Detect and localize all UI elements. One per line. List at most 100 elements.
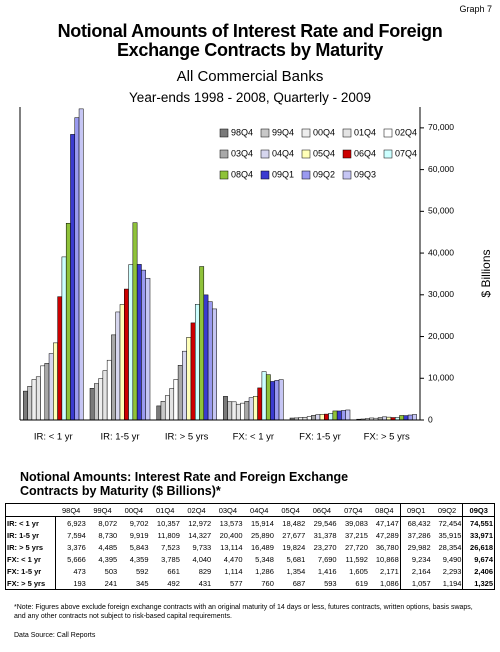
table-row: IR: < 1 yr 6,923 8,072 9,702 10,357 12,972 13,… bbox=[5, 516, 495, 529]
table-column-header: 09Q1 bbox=[399, 503, 432, 517]
table-cell: 47,289 bbox=[375, 530, 399, 540]
table-cell: 1,605 bbox=[349, 566, 368, 576]
bar bbox=[336, 410, 342, 421]
table-cell: 27,677 bbox=[282, 530, 306, 540]
bar bbox=[136, 264, 142, 421]
legend-label: 99Q4 bbox=[272, 127, 294, 137]
table-column-header: 04Q4 bbox=[243, 503, 275, 517]
table-row-label: IR: > 5 yrs bbox=[5, 541, 56, 553]
table-cell: 9,919 bbox=[129, 530, 149, 540]
table-cell: 2,293 bbox=[442, 566, 462, 576]
table-row-label: IR: 1-5 yr bbox=[5, 529, 56, 541]
table-cell: 33,971 bbox=[462, 529, 495, 541]
table-cell: 37,286 bbox=[399, 529, 432, 541]
table-cell: 1,057 bbox=[399, 577, 432, 590]
bar bbox=[235, 403, 241, 421]
table-cell: 687 bbox=[292, 578, 306, 588]
table-column-header: 09Q2 bbox=[431, 503, 463, 517]
bar bbox=[306, 416, 312, 421]
bar bbox=[203, 294, 209, 421]
bar bbox=[132, 222, 138, 421]
table-row: FX: 1-5 yr 473 503 592 661 829 1,114 1,286 1,354… bbox=[5, 565, 495, 577]
table-cell: 1,086 bbox=[380, 578, 399, 588]
table-cell: 7,594 bbox=[67, 530, 86, 540]
table-cell: 4,359 bbox=[129, 554, 149, 564]
bar bbox=[182, 350, 187, 421]
bar bbox=[35, 376, 41, 421]
y-tick-label: 60,000 bbox=[428, 164, 454, 174]
table-cell: 3,376 bbox=[67, 542, 86, 552]
x-tick-label: IR: < 1 yr bbox=[34, 432, 73, 443]
title: Notional Amounts of Interest Rate and Fo… bbox=[57, 21, 443, 60]
table-cell: 68,432 bbox=[399, 516, 432, 529]
bar bbox=[128, 264, 134, 421]
subtitle: All Commercial Banks bbox=[176, 68, 324, 85]
table-cell: 13,114 bbox=[220, 542, 243, 552]
bar bbox=[164, 395, 170, 421]
bar bbox=[261, 371, 267, 421]
bar bbox=[173, 379, 179, 421]
table-cell: 577 bbox=[230, 578, 243, 588]
bar bbox=[244, 401, 250, 421]
table-cell: 9,490 bbox=[442, 554, 462, 564]
bar bbox=[190, 322, 196, 421]
bar bbox=[27, 386, 33, 421]
table-cell: 503 bbox=[104, 566, 118, 576]
table-column-header: 05Q4 bbox=[274, 503, 307, 517]
table-cell: 241 bbox=[104, 578, 118, 588]
legend-swatch bbox=[383, 128, 393, 138]
table-corner bbox=[5, 503, 56, 517]
table-column-header: 99Q4 bbox=[86, 503, 119, 517]
table-cell: 5,681 bbox=[286, 554, 306, 564]
table-cell: 2,406 bbox=[462, 565, 495, 577]
table-cell: 193 bbox=[73, 578, 86, 588]
table-cell: 18,482 bbox=[282, 518, 306, 528]
table-cell: 19,824 bbox=[282, 542, 306, 552]
y-tick-label: 40,000 bbox=[428, 247, 454, 257]
bar bbox=[78, 108, 84, 421]
table-cell: 23,270 bbox=[313, 542, 337, 552]
table-header-row: 98Q4 99Q4 00Q4 01Q4 02Q4 03Q4 04Q4 05Q4 06Q4 07Q4… bbox=[5, 503, 495, 517]
legend-swatch bbox=[383, 149, 393, 159]
table-column-header: 03Q4 bbox=[212, 503, 244, 517]
x-tick-label: IR: > 5 yrs bbox=[165, 432, 209, 443]
table-cell: 27,720 bbox=[344, 542, 368, 552]
table-cell: 1,354 bbox=[286, 566, 306, 576]
bar bbox=[324, 413, 329, 421]
bar bbox=[278, 379, 284, 421]
legend-swatch bbox=[342, 149, 352, 159]
bar bbox=[106, 359, 112, 421]
x-tick-label: FX: 1-5 yr bbox=[299, 432, 341, 443]
bar bbox=[345, 409, 351, 421]
bar bbox=[212, 308, 217, 421]
table-row: IR: 1-5 yr 7,594 8,730 9,919 11,809 14,327 20,… bbox=[5, 529, 495, 541]
bar bbox=[328, 413, 334, 421]
bar bbox=[111, 334, 116, 421]
table-cell: 9,733 bbox=[192, 542, 212, 552]
table-cell: 8,072 bbox=[98, 518, 118, 528]
legend-swatch bbox=[219, 170, 229, 180]
bar bbox=[240, 402, 246, 421]
legend-label: 09Q2 bbox=[313, 169, 335, 179]
bar bbox=[341, 410, 346, 421]
table-row-label: FX: 1-5 yr bbox=[5, 565, 56, 577]
bar bbox=[248, 397, 254, 421]
table-title: Notional Amounts: Interest Rate and Fore… bbox=[20, 470, 349, 498]
legend-label: 04Q4 bbox=[272, 148, 294, 158]
bar bbox=[199, 266, 205, 421]
table-cell: 9,234 bbox=[399, 553, 432, 565]
table-cell: 760 bbox=[261, 578, 274, 588]
table-cell: 11,809 bbox=[157, 530, 180, 540]
table-cell: 5,843 bbox=[129, 542, 149, 552]
table-cell: 20,400 bbox=[219, 530, 243, 540]
legend-swatch bbox=[260, 149, 270, 159]
table-cell: 1,416 bbox=[317, 566, 337, 576]
bar bbox=[270, 381, 276, 421]
table-cell: 492 bbox=[167, 578, 180, 588]
y-tick-label: 10,000 bbox=[428, 373, 454, 383]
table-cell: 5,666 bbox=[67, 554, 86, 564]
table-cell: 31,378 bbox=[313, 530, 337, 540]
table-row-label: FX: > 5 yrs bbox=[5, 577, 56, 590]
table-cell: 7,690 bbox=[317, 554, 337, 564]
